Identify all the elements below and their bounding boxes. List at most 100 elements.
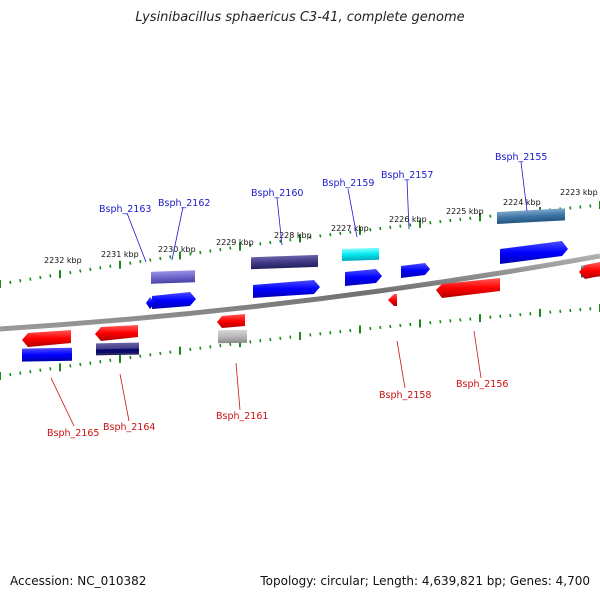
- minor-tick: [429, 221, 432, 225]
- gene-arrow-2159b[interactable]: [345, 269, 382, 286]
- minor-tick: [229, 342, 232, 346]
- minor-tick: [9, 280, 12, 285]
- minor-tick: [129, 261, 132, 265]
- minor-tick: [429, 320, 432, 325]
- gene-label-top[interactable]: Bsph_2159: [322, 178, 374, 189]
- minor-tick: [159, 351, 162, 356]
- kbp-label: 2227 kbp: [331, 224, 369, 233]
- gene-arrow-2158[interactable]: [388, 294, 397, 306]
- minor-tick: [49, 367, 52, 371]
- minor-tick: [589, 307, 592, 311]
- gene-label-bottom[interactable]: Bsph_2158: [379, 390, 431, 401]
- minor-tick: [409, 322, 412, 327]
- gene-bar-2160[interactable]: [251, 254, 318, 270]
- gene-arrow-2160b[interactable]: [253, 280, 320, 298]
- minor-tick: [369, 228, 372, 232]
- accession-text: Accession: NC_010382: [10, 574, 147, 588]
- scale-ticks-top: [0, 201, 600, 288]
- minor-tick: [209, 249, 212, 253]
- minor-tick: [259, 242, 262, 246]
- gene-arrow-2155b[interactable]: [500, 241, 568, 264]
- minor-tick: [309, 333, 312, 337]
- minor-tick: [449, 218, 452, 223]
- gene-bar-2161b[interactable]: [218, 329, 247, 344]
- gene-label-bottom[interactable]: Bsph_2161: [216, 411, 268, 422]
- gene-arrow-red-edge[interactable]: [579, 262, 600, 279]
- kbp-label: 2226 kbp: [389, 215, 427, 224]
- minor-tick: [309, 235, 312, 239]
- minor-tick: [219, 343, 222, 348]
- minor-tick: [19, 371, 22, 375]
- minor-tick: [169, 350, 172, 354]
- minor-tick: [459, 318, 462, 322]
- gene-label-top[interactable]: Bsph_2162: [158, 198, 210, 209]
- gene-arrow-small[interactable]: [146, 297, 155, 309]
- minor-tick: [289, 238, 292, 242]
- minor-tick: [279, 239, 282, 243]
- minor-tick: [89, 361, 92, 365]
- gene-label-bottom[interactable]: Bsph_2165: [47, 428, 99, 439]
- gene-features-top[interactable]: [146, 208, 600, 309]
- gene-label-top[interactable]: Bsph_2160: [251, 188, 303, 199]
- minor-tick: [69, 364, 72, 368]
- gene-arrow-2157[interactable]: [401, 263, 430, 278]
- kbp-label: 2224 kbp: [503, 198, 541, 207]
- gene-label-top[interactable]: Bsph_2157: [381, 170, 433, 181]
- minor-tick: [409, 223, 412, 227]
- gene-label-top[interactable]: Bsph_2163: [99, 204, 151, 215]
- minor-tick: [579, 205, 582, 209]
- minor-tick: [339, 231, 342, 236]
- minor-tick: [159, 256, 162, 261]
- minor-tick: [99, 266, 102, 270]
- gene-bar-2165b[interactable]: [22, 347, 72, 362]
- minor-tick: [199, 346, 202, 350]
- minor-tick: [109, 264, 112, 268]
- minor-tick: [379, 226, 382, 231]
- minor-tick: [389, 324, 392, 329]
- gene-bar-2163[interactable]: [151, 270, 195, 284]
- kbp-label: 2228 kbp: [274, 231, 312, 240]
- minor-tick: [469, 216, 472, 220]
- minor-tick: [189, 347, 192, 352]
- scale-labels: 2232 kbp 2231 kbp 2230 kbp 2229 kbp 2228…: [44, 188, 598, 265]
- gene-features-bottom[interactable]: [22, 314, 247, 362]
- minor-tick: [139, 354, 142, 358]
- kbp-label: 2232 kbp: [44, 256, 82, 265]
- minor-tick: [449, 319, 452, 323]
- kbp-label: 2230 kbp: [158, 245, 196, 254]
- minor-tick: [219, 247, 222, 252]
- minor-tick: [499, 314, 502, 318]
- minor-tick: [69, 270, 72, 275]
- minor-tick: [289, 335, 292, 339]
- minor-tick: [529, 312, 532, 316]
- gene-label-top[interactable]: Bsph_2155: [495, 152, 547, 163]
- minor-tick: [469, 317, 472, 321]
- minor-tick: [329, 232, 332, 237]
- gene-bar-2159[interactable]: [342, 247, 379, 262]
- minor-tick: [269, 337, 272, 342]
- minor-tick: [519, 312, 522, 317]
- minor-tick: [399, 224, 402, 228]
- minor-tick: [209, 345, 212, 349]
- gene-arrow-2162[interactable]: [152, 292, 196, 309]
- gene-bar-2155[interactable]: [497, 208, 565, 224]
- minor-tick: [79, 269, 82, 273]
- kbp-label: 2225 kbp: [446, 207, 484, 216]
- minor-tick: [269, 240, 272, 245]
- minor-tick: [369, 326, 372, 331]
- gene-arrow-2156[interactable]: [436, 278, 500, 298]
- minor-tick: [579, 307, 582, 312]
- minor-tick: [489, 214, 492, 218]
- gene-arrow-2161[interactable]: [217, 314, 245, 328]
- minor-tick: [99, 360, 102, 364]
- gene-arrow-2164[interactable]: [95, 325, 138, 341]
- minor-tick: [559, 309, 562, 313]
- minor-tick: [169, 255, 172, 259]
- minor-tick: [489, 315, 492, 319]
- gene-bar-2164c[interactable]: [96, 348, 139, 354]
- gene-label-bottom[interactable]: Bsph_2164: [103, 422, 155, 433]
- gene-arrow-2165[interactable]: [22, 330, 71, 347]
- gene-label-bottom[interactable]: Bsph_2156: [456, 379, 508, 390]
- minor-tick: [79, 362, 82, 367]
